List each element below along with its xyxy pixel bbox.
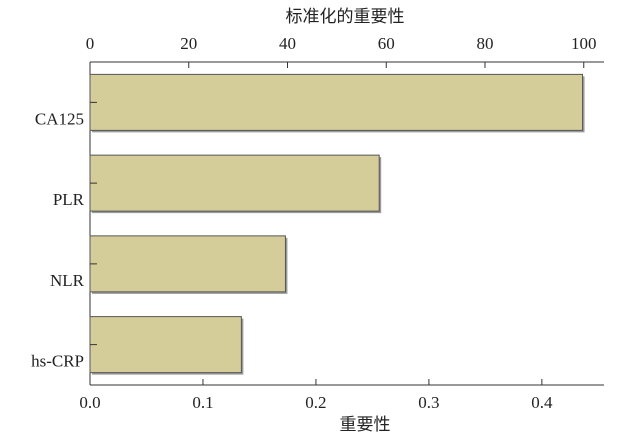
x-tick-label: 0.3 [418,393,439,412]
bar [89,154,380,212]
y-tick-label: PLR [53,190,85,209]
x-tick-label: 0.2 [305,393,326,412]
y-tick-label: NLR [50,271,85,290]
x-tick-label: 0.0 [79,393,100,412]
bottom-axis-title: 重要性 [340,415,391,434]
top-axis-title: 标准化的重要性 [286,7,405,26]
y-tick-label: hs-CRP [31,352,84,371]
x-tick-label: 0.1 [192,393,213,412]
x2-tick-label: 0 [86,34,95,53]
x2-tick-label: 20 [180,34,197,53]
x2-tick-label: 80 [477,34,494,53]
x2-tick-label: 40 [279,34,296,53]
bar [89,73,584,131]
bar [89,235,286,293]
y-tick-label: CA125 [35,109,84,128]
x-tick-label: 0.4 [531,393,553,412]
x2-tick-label: 60 [378,34,395,53]
bar [89,316,242,374]
x2-tick-label: 100 [571,34,597,53]
